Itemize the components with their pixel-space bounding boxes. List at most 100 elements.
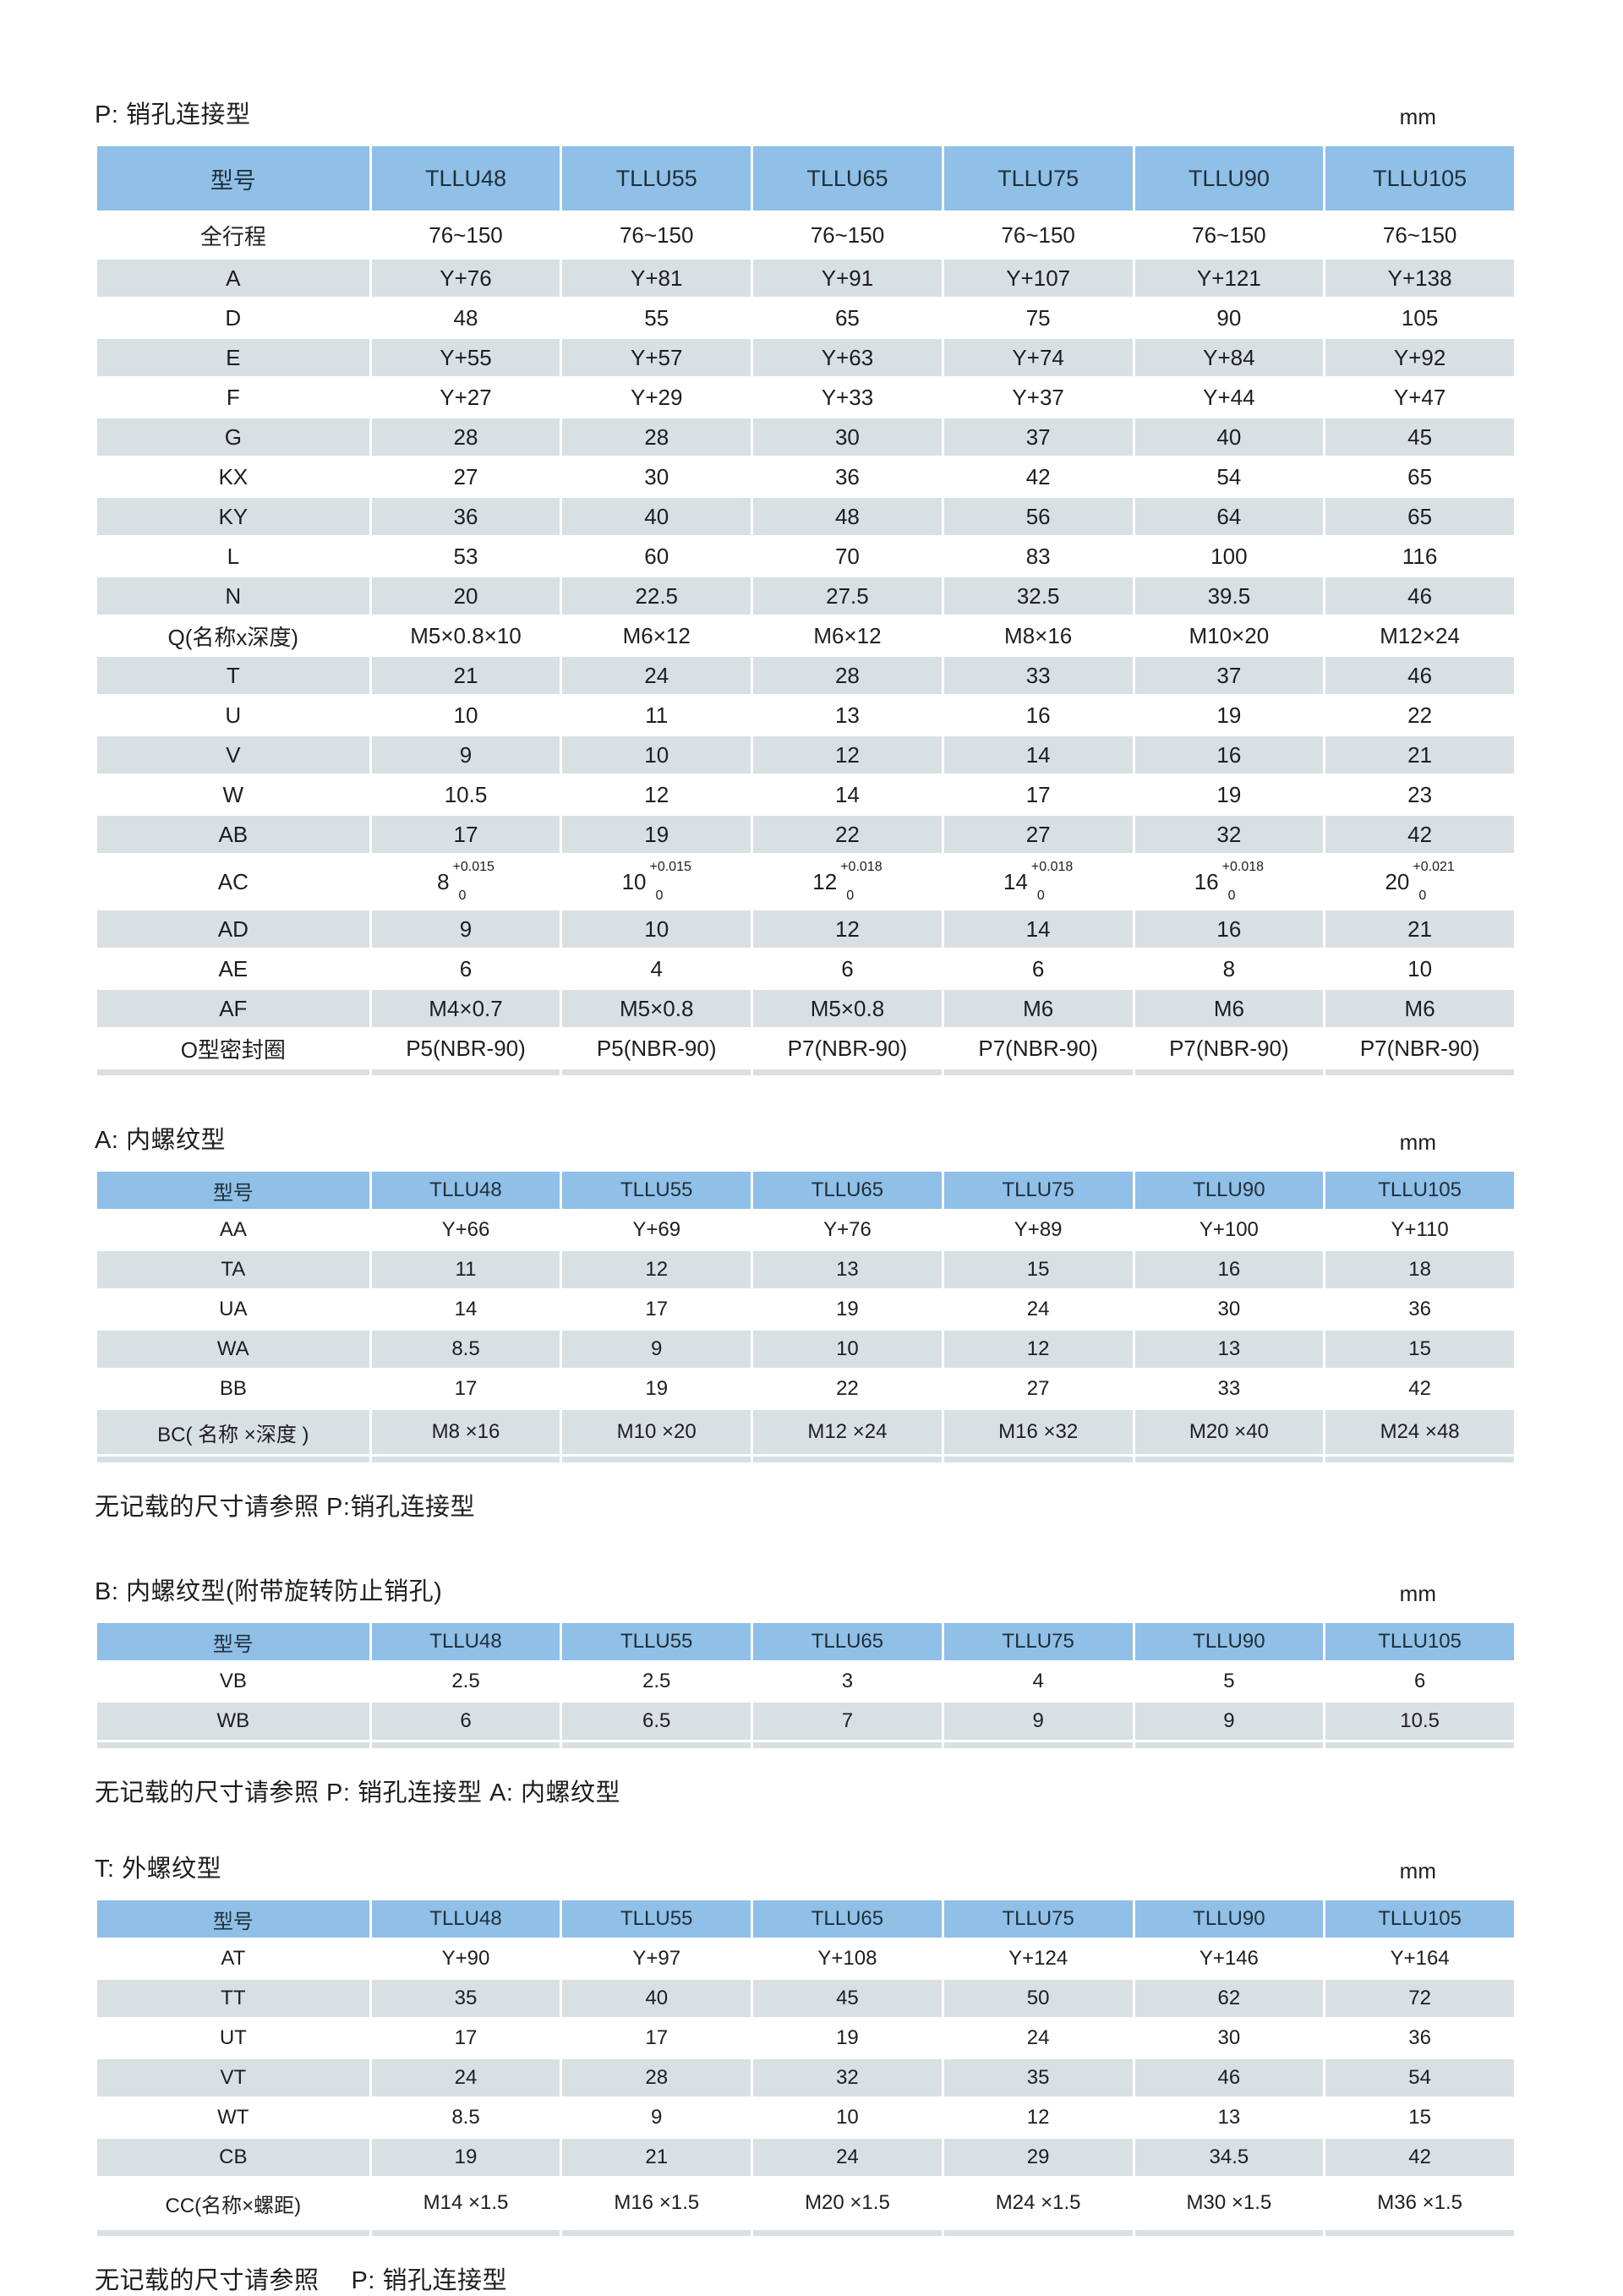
- cell: 6: [753, 950, 942, 987]
- strip-cell: [1134, 1457, 1324, 1462]
- cell: 100: [1134, 538, 1324, 575]
- column-header-model: TLLU75: [943, 146, 1133, 210]
- cell: 15: [943, 1251, 1133, 1288]
- cell: 36: [1325, 1291, 1514, 1328]
- table-row: AA Y+66 Y+69 Y+76 Y+89 Y+100 Y+110: [97, 1211, 1514, 1249]
- row-label: BB: [97, 1370, 369, 1408]
- cell: 60: [562, 538, 751, 575]
- table-bottom-strip: [97, 1742, 1514, 1748]
- table-row: UA 14 17 19 24 30 36: [97, 1291, 1514, 1328]
- cell: 54: [1325, 2059, 1514, 2096]
- strip-cell: [1134, 2230, 1324, 2236]
- cell: 70: [753, 538, 942, 575]
- cell: 45: [753, 1980, 942, 2017]
- cell: 6: [371, 1703, 560, 1740]
- column-header-model-label: 型号: [97, 1172, 369, 1209]
- cell: 16: [1134, 910, 1324, 948]
- row-label: UA: [97, 1291, 369, 1328]
- cell: 9: [1134, 1703, 1324, 1740]
- strip-cell: [97, 1069, 369, 1075]
- table-row: CC(名称×螺距) M14 ×1.5 M16 ×1.5 M20 ×1.5 M24 ×1.…: [97, 2178, 1514, 2228]
- cell: 28: [562, 2059, 751, 2096]
- cell: 34.5: [1134, 2139, 1324, 2176]
- cell: 48: [371, 299, 560, 336]
- row-label: WB: [97, 1703, 369, 1740]
- cell: 16: [1134, 1251, 1324, 1288]
- table-row: AB 17 19 22 27 32 42: [97, 816, 1514, 853]
- strip-cell: [1134, 1069, 1324, 1075]
- footnote: 无记载的尺寸请参照 P: 销孔连接型 A: 内螺纹型: [95, 1779, 621, 1807]
- cell: 9: [371, 736, 560, 774]
- row-label: D: [97, 299, 369, 336]
- cell: Y+97: [562, 1940, 751, 1977]
- cell: 29: [943, 2139, 1133, 2176]
- row-label: VB: [97, 1663, 369, 1700]
- cell: Y+89: [943, 1211, 1133, 1249]
- cell: 8 +0.015 0: [371, 856, 560, 908]
- cell: 76~150: [371, 213, 560, 257]
- cell: Y+63: [753, 339, 942, 376]
- cell: 22.5: [562, 577, 751, 615]
- strip-cell: [562, 1457, 751, 1462]
- cell: 76~150: [943, 213, 1133, 257]
- cell: 24: [943, 1291, 1133, 1328]
- column-header-model: TLLU48: [371, 1172, 560, 1209]
- cell: P7(NBR-90): [943, 1030, 1133, 1067]
- table-row: VT 24 28 32 35 46 54: [97, 2059, 1514, 2096]
- section-head: T: 外螺纹型 mm: [95, 1849, 1516, 1884]
- row-label: CB: [97, 2139, 369, 2176]
- column-header-model: TLLU55: [562, 146, 751, 210]
- cell: 17: [371, 1370, 560, 1408]
- cell: 20 +0.021 0: [1325, 856, 1514, 908]
- cell: 16: [943, 697, 1133, 734]
- strip-cell: [1325, 1457, 1514, 1462]
- cell: 36: [371, 498, 560, 535]
- section-external-thread-type: T: 外螺纹型 mm 型号 TLLU48 TLLU55 TLLU65 TLLU75 TLL…: [95, 1849, 1516, 2296]
- section-internal-thread-type: A: 内螺纹型 mm 型号 TLLU48 TLLU55 TLLU65 TLLU75 TLL…: [95, 1120, 1516, 1522]
- table-row: N 20 22.5 27.5 32.5 39.5 46: [97, 577, 1514, 615]
- cell: 76~150: [1325, 213, 1514, 257]
- cell: 18: [1325, 1251, 1514, 1288]
- row-label: O型密封圈: [97, 1030, 369, 1067]
- table-row: AD 9 10 12 14 16 21: [97, 910, 1514, 948]
- row-label: UT: [97, 2020, 369, 2057]
- table-bottom-strip: [97, 2230, 1514, 2236]
- column-header-model-label: 型号: [97, 146, 369, 210]
- cell: 54: [1134, 458, 1324, 495]
- cell: P7(NBR-90): [753, 1030, 942, 1067]
- table-row: 全行程 76~150 76~150 76~150 76~150 76~150 76~150: [97, 213, 1514, 257]
- table-row: AE 6 4 6 6 8 10: [97, 950, 1514, 987]
- cell: 10: [562, 736, 751, 774]
- strip-cell: [1134, 1742, 1324, 1748]
- table-row: WT 8.5 9 10 12 13 15: [97, 2099, 1514, 2136]
- header-row: 型号 TLLU48 TLLU55 TLLU65 TLLU75 TLLU90 TLLU105: [97, 146, 1514, 210]
- cell: Y+84: [1134, 339, 1324, 376]
- cell: 83: [943, 538, 1133, 575]
- cell: 20: [371, 577, 560, 615]
- cell: 27: [943, 816, 1133, 853]
- cell: 13: [1134, 1331, 1324, 1368]
- cell: Y+100: [1134, 1211, 1324, 1249]
- cell: 2.5: [562, 1663, 751, 1700]
- cell: 14: [753, 776, 942, 813]
- cell: P5(NBR-90): [371, 1030, 560, 1067]
- table-row: BC( 名称 ×深度 ) M8 ×16 M10 ×20 M12 ×24 M16 ×32 M…: [97, 1410, 1514, 1454]
- row-label: A: [97, 260, 369, 297]
- cell: 40: [1134, 418, 1324, 456]
- cell: 17: [371, 2020, 560, 2057]
- cell: 116: [1325, 538, 1514, 575]
- cell: Y+110: [1325, 1211, 1514, 1249]
- cell: M16 ×32: [943, 1410, 1133, 1454]
- cell: 72: [1325, 1980, 1514, 2017]
- strip-cell: [1325, 1742, 1514, 1748]
- cell: 17: [943, 776, 1133, 813]
- cell: 28: [753, 657, 942, 694]
- cell: 33: [1134, 1370, 1324, 1408]
- cell: 9: [562, 1331, 751, 1368]
- table-row: U 10 11 13 16 19 22: [97, 697, 1514, 734]
- cell: 14 +0.018 0: [943, 856, 1133, 908]
- cell: 15: [1325, 1331, 1514, 1368]
- row-label: AT: [97, 1940, 369, 1977]
- cell: Y+121: [1134, 260, 1324, 297]
- cell: 6: [1325, 1663, 1514, 1700]
